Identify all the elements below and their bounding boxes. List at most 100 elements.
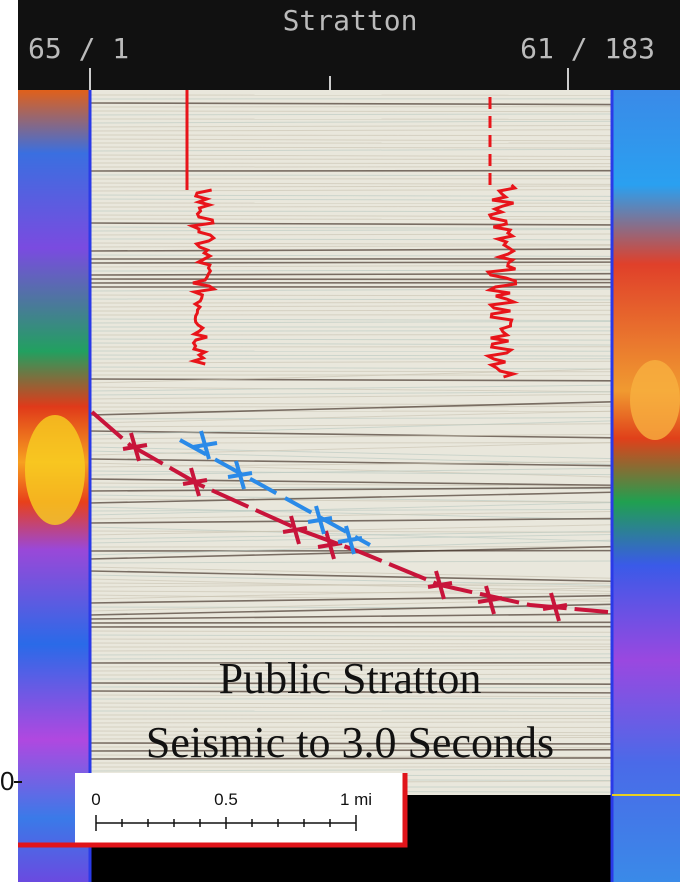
reflector [89,730,613,734]
reflector [89,110,613,113]
reflector [89,366,613,370]
reflector [89,245,613,248]
fault-pick [427,570,453,600]
fault-pick [542,592,568,622]
left-trace-label: 65 / 1 [28,32,129,65]
reflector [89,524,613,536]
reflector [89,148,613,152]
reflector [89,517,613,524]
reflector [89,657,613,660]
reflector [89,433,613,440]
reflector [89,526,613,542]
header-ticks [89,68,569,90]
reflector [89,746,613,749]
reflector [89,706,613,709]
reflector [89,269,613,272]
reflector [89,124,613,128]
reflector [89,545,613,560]
right-trace-label: 61 / 183 [520,32,655,65]
reflector [89,226,613,229]
reflector [89,233,613,236]
reflector [89,587,613,600]
reflector [89,360,613,364]
caption-line: Public Stratton [219,654,482,703]
fault-pick [282,515,308,545]
reflector [89,590,613,595]
reflector [89,570,613,583]
reflector [89,664,613,668]
reflector [89,401,613,416]
reflector [89,248,613,252]
header-band [18,0,680,90]
reflector [89,198,613,201]
reflector [89,506,613,521]
reflector [89,368,613,384]
fault-pick [227,460,253,490]
fault-pick [307,505,333,535]
reflector [89,338,613,341]
reflector [89,320,613,324]
reflector [89,222,613,226]
reflector [89,301,613,304]
reflector [89,736,613,740]
reflector [89,229,613,232]
reflector [89,102,613,106]
line-title: Stratton [283,4,418,37]
reflector [89,242,613,245]
reflector [89,264,613,268]
fault-pick [182,467,208,497]
reflector [89,598,613,612]
scale-bar [95,815,357,831]
reflector [89,288,613,292]
reflector [89,686,613,689]
reflector [89,621,613,624]
reflector [89,393,613,400]
reflector [89,478,613,487]
reflector [89,757,613,760]
well-log [186,188,218,366]
reflector [89,494,613,503]
reflector [89,594,613,604]
fault-pick [337,525,363,555]
reflector [89,486,613,492]
reflector [89,154,613,158]
reflector [89,417,613,420]
reflector [89,560,613,564]
reflector [89,613,613,620]
fault-pick [122,432,148,462]
reflector [89,482,613,487]
reflector [89,189,613,192]
reflector [89,261,613,264]
reflector [89,238,613,241]
reflector [89,442,613,456]
reflector [89,682,613,685]
reflector [89,603,613,616]
reflector [89,721,613,724]
reflector [89,508,613,512]
reflector [89,582,613,588]
fault-pick [192,430,218,460]
scale-label: 1 mi [340,790,372,809]
reflector [89,129,613,132]
reflector [89,530,613,540]
fault-picks [122,430,568,622]
reflector [89,461,613,468]
reflector [89,502,613,516]
reflector [89,309,613,312]
anomaly [630,360,680,440]
reflector [89,272,613,276]
reflector [89,648,613,652]
reflector [89,714,613,717]
right-attribute-panel [612,90,680,882]
reflector [89,304,613,308]
reflector [89,138,613,142]
reflector [89,386,613,393]
reflector [89,113,613,116]
reflector [89,120,613,124]
reflector [89,642,613,645]
reflector [89,668,613,672]
reflector [89,298,613,301]
fault-line [179,438,371,547]
fault-pick [317,530,343,560]
